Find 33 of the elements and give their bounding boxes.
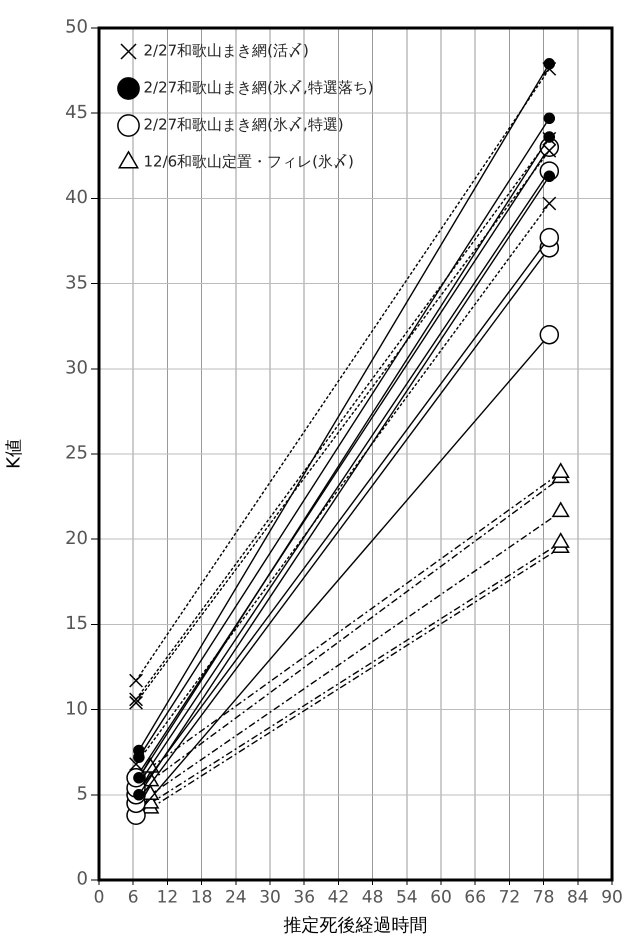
x-tick-label: 54: [396, 888, 418, 908]
x-tick-label: 24: [224, 888, 247, 908]
x-tick-label: 60: [430, 888, 452, 908]
y-axis-title: K値: [3, 439, 24, 469]
legend-label: 2/27和歌山まき網(氷〆,特選落ち): [144, 78, 374, 96]
x-tick-label: 66: [464, 888, 486, 908]
y-tick-label: 35: [65, 272, 88, 294]
x-tick-label: 90: [601, 888, 623, 908]
y-tick-label: 45: [65, 102, 88, 123]
y-tick-label: 25: [65, 442, 88, 464]
legend-label: 2/27和歌山まき網(活〆): [144, 41, 309, 60]
x-tick-label: 78: [532, 888, 554, 908]
y-tick-label: 30: [65, 357, 88, 378]
y-tick-label: 20: [65, 528, 88, 549]
x-tick-label: 42: [328, 888, 350, 908]
x-tick-label: 12: [156, 888, 178, 908]
y-tick-label: 5: [76, 783, 88, 804]
x-tick-label: 72: [498, 888, 520, 908]
y-tick-label: 10: [65, 698, 88, 720]
x-axis-title: 推定死後経過時間: [284, 914, 428, 936]
y-tick-label: 40: [65, 187, 88, 208]
x-tick-label: 6: [128, 888, 139, 908]
x-tick-label: 84: [566, 888, 589, 908]
x-tick-label: 18: [190, 888, 212, 908]
x-tick-label: 30: [259, 888, 281, 908]
legend-label: 2/27和歌山まき網(氷〆,特選): [144, 115, 344, 134]
x-tick-label: 36: [293, 888, 316, 908]
y-tick-label: 50: [65, 16, 88, 38]
legend-label: 12/6和歌山定置・フィレ(氷〆): [144, 152, 354, 170]
x-tick-label: 0: [94, 888, 104, 908]
x-tick-label: 48: [362, 888, 384, 908]
y-tick-label: 0: [76, 868, 88, 890]
y-tick-label: 15: [65, 613, 88, 634]
